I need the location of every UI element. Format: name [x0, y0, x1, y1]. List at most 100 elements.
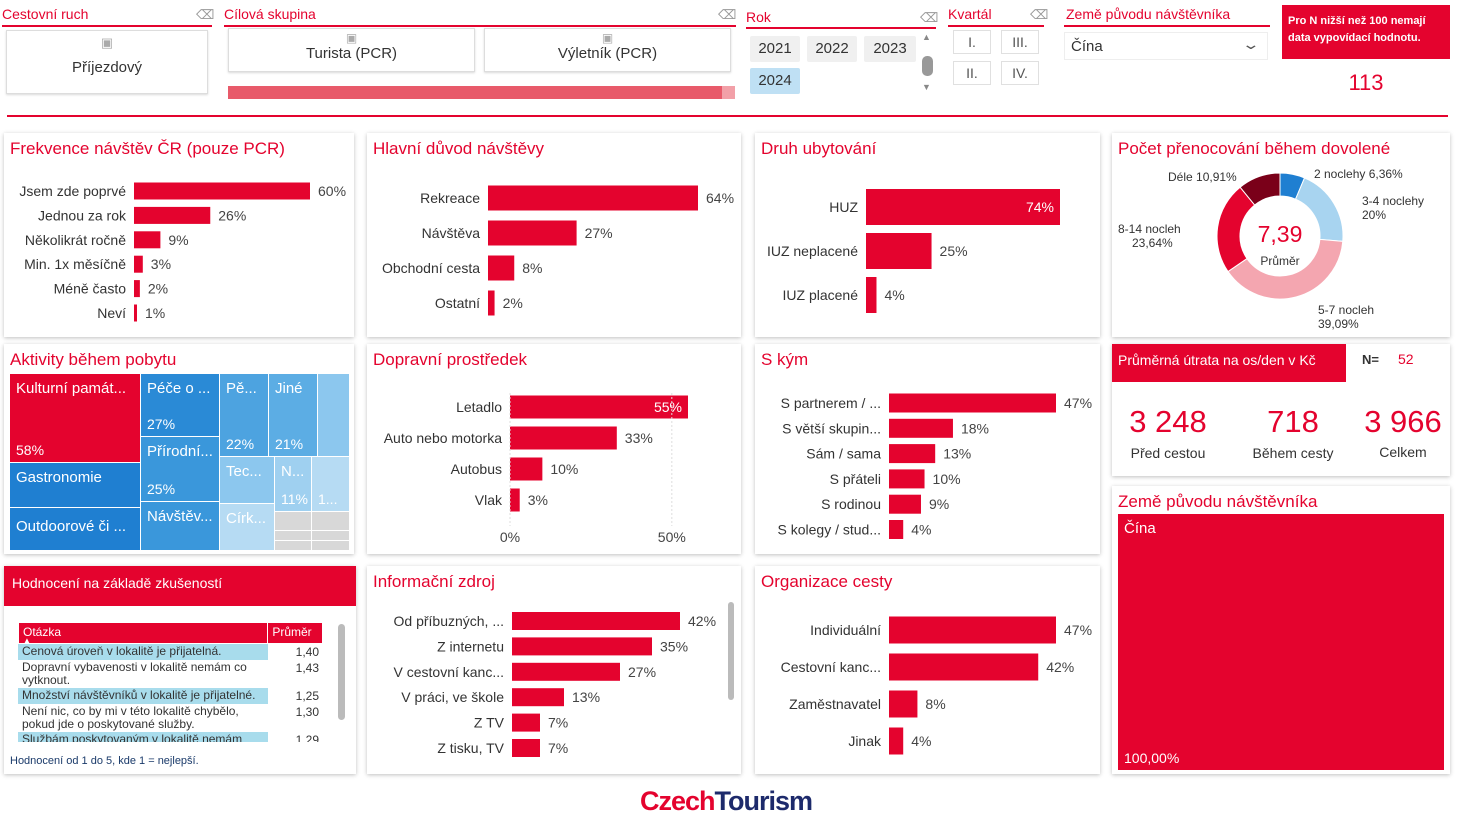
bar-value: 33% — [625, 430, 653, 446]
bar — [134, 255, 143, 273]
bar-value: 8% — [925, 696, 945, 712]
donut-label: 39,09% — [1318, 317, 1359, 331]
year-2022[interactable]: 2022 — [807, 36, 857, 62]
bar — [512, 662, 620, 681]
card-frekvence: Frekvence návštěv ČR (pouze PCR) Jsem zd… — [4, 133, 354, 337]
bar-label: HUZ — [829, 199, 858, 215]
cell-label: Čína — [1124, 520, 1156, 537]
column-header-avg[interactable]: Průměr — [267, 623, 322, 643]
bar-chart: Individuální 47% Cestovní kanc... 42% Zaměst… — [781, 616, 1092, 755]
treemap-cell[interactable]: Tec... — [220, 457, 274, 503]
bar-value: 13% — [572, 689, 600, 705]
year-2024[interactable]: 2024 — [750, 68, 800, 94]
treemap-cell[interactable]: N... 11% — [275, 457, 311, 511]
treemap-cell[interactable]: Péče o ... 27% — [141, 374, 219, 436]
bar-value: 35% — [660, 638, 688, 654]
bar-chart: S partnerem / ... 47% S větší skupin... 18%… — [778, 393, 1092, 539]
bar-label: V práci, ve škole — [401, 689, 504, 705]
bar — [889, 520, 904, 539]
header-divider — [7, 115, 1448, 117]
treemap-cell[interactable] — [318, 374, 349, 456]
table-row: Cenová úroveň v lokalitě je přijatelná. … — [18, 644, 323, 660]
scrollbar-thumb[interactable] — [922, 56, 933, 76]
treemap-cell-cina[interactable]: Čína 100,00% — [1118, 514, 1444, 770]
bar — [488, 290, 495, 316]
scroll-down-icon[interactable]: ▼ — [922, 82, 931, 92]
bar — [889, 393, 1056, 413]
table-row: Dopravní vybavenosti v lokalitě nemám co… — [22, 660, 319, 687]
button-label: Turista (PCR) — [305, 45, 398, 62]
column-header-question[interactable]: Otázka ▲ — [23, 625, 62, 645]
bar-chart: Letadlo 55% Auto nebo motorka 33% Autobus 10%… — [384, 393, 688, 545]
bar-label: Vlak — [475, 492, 503, 508]
eraser-icon[interactable]: ⌫ — [718, 7, 737, 22]
kpi-value: 718 — [1267, 404, 1319, 439]
divider — [224, 25, 736, 27]
eraser-icon[interactable]: ⌫ — [920, 10, 939, 25]
bar-chart: Rekreace 64% Návštěva 27% Obchodní cesta 8% Os… — [382, 185, 734, 316]
scrollbar-thumb[interactable] — [728, 602, 734, 700]
prijezdovy-button[interactable]: ▣ Příjezdový — [6, 30, 208, 94]
quarter-i[interactable]: I. — [953, 30, 991, 54]
scrollbar-thumb[interactable] — [228, 86, 722, 99]
treemap-cell[interactable]: Přírodní... 25% — [141, 437, 219, 501]
treemap-cell[interactable]: Gastronomie — [10, 463, 140, 507]
card-title: Druh ubytování — [761, 139, 877, 158]
bar-label: Letadlo — [456, 399, 502, 415]
bar-value: 60% — [318, 183, 346, 199]
quarter-ii[interactable]: II. — [953, 61, 991, 85]
card-duvod: Hlavní důvod návštěvy Rekreace 64% Návštěv… — [367, 133, 741, 337]
bar-value: 47% — [1064, 395, 1092, 411]
bar-value: 2% — [148, 281, 168, 297]
treemap-cell[interactable]: Pě... 22% — [220, 374, 268, 456]
turista-button[interactable]: ▣ Turista (PCR) — [228, 28, 475, 72]
scrollbar-thumb[interactable] — [338, 624, 345, 720]
treemap-cell[interactable]: 1... — [312, 457, 349, 511]
card-title: S kým — [761, 350, 809, 369]
bar — [889, 444, 936, 464]
vyletnik-button[interactable]: ▣ Výletník (PCR) — [484, 28, 731, 72]
donut-slice — [1227, 238, 1344, 300]
bar-value: 3% — [151, 256, 171, 272]
bar-value: 27% — [628, 664, 656, 680]
scrollbar-track[interactable] — [228, 86, 735, 99]
bar — [488, 255, 515, 281]
treemap-cell[interactable]: Jiné 21% — [269, 374, 317, 456]
bar — [889, 690, 918, 718]
donut-center-value: 7,39 — [1257, 221, 1303, 247]
bar — [866, 189, 1060, 225]
bar-label: Individuální — [810, 622, 881, 638]
card-title: Dopravní prostředek — [373, 350, 528, 369]
bar-label: Z internetu — [437, 638, 504, 654]
quarter-iii[interactable]: III. — [1001, 30, 1039, 54]
quarter-iv[interactable]: IV. — [1001, 61, 1039, 85]
year-2021[interactable]: 2021 — [750, 36, 800, 62]
country-dropdown[interactable]: Čína ⌄ — [1064, 32, 1268, 60]
bar — [889, 469, 925, 489]
bar-label: Zaměstnavatel — [789, 696, 881, 712]
eraser-icon[interactable]: ⌫ — [196, 7, 215, 22]
bar-label: Rekreace — [420, 190, 480, 206]
bar-value: 18% — [961, 420, 989, 436]
bar-value: 27% — [585, 225, 613, 241]
scroll-up-icon[interactable]: ▲ — [922, 32, 931, 42]
bar-value: 4% — [884, 287, 904, 303]
bar — [512, 739, 540, 757]
year-2023[interactable]: 2023 — [864, 36, 916, 62]
treemap-cell[interactable]: Kulturní památ... 58% — [10, 374, 140, 462]
kpi-value: 3 248 — [1129, 404, 1207, 439]
donut-label: 23,64% — [1132, 236, 1173, 250]
bar-value: 64% — [706, 190, 734, 206]
treemap-cell[interactable]: Návštěv... — [141, 502, 219, 550]
bar-label: Obchodní cesta — [382, 260, 480, 276]
card-doprava: Dopravní prostředek Letadlo 55% Auto nebo … — [367, 344, 741, 554]
treemap-cell[interactable]: Círk... — [220, 504, 274, 550]
chevron-down-icon[interactable]: ⌄ — [1241, 36, 1261, 52]
treemap-cell[interactable]: Outdoorové či ... — [10, 508, 140, 550]
bar — [134, 304, 137, 322]
treemap-cell[interactable] — [275, 512, 349, 550]
eraser-icon[interactable]: ⌫ — [1030, 7, 1049, 22]
bar — [512, 713, 540, 732]
bar-label: Sám / sama — [806, 446, 881, 462]
bar-chart: HUZ 74% IUZ neplacené 25% IUZ placené 4% — [767, 189, 1060, 313]
